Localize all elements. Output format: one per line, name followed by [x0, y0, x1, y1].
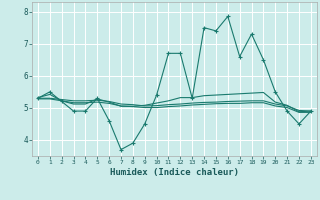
X-axis label: Humidex (Indice chaleur): Humidex (Indice chaleur): [110, 168, 239, 177]
